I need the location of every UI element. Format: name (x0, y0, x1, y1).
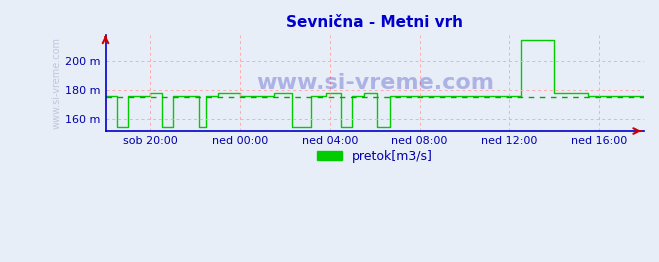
Text: www.si-vreme.com: www.si-vreme.com (256, 73, 494, 93)
Title: Sevnična - Metni vrh: Sevnična - Metni vrh (286, 15, 463, 30)
Legend: pretok[m3/s]: pretok[m3/s] (312, 145, 438, 168)
Text: www.si-vreme.com: www.si-vreme.com (52, 37, 62, 129)
